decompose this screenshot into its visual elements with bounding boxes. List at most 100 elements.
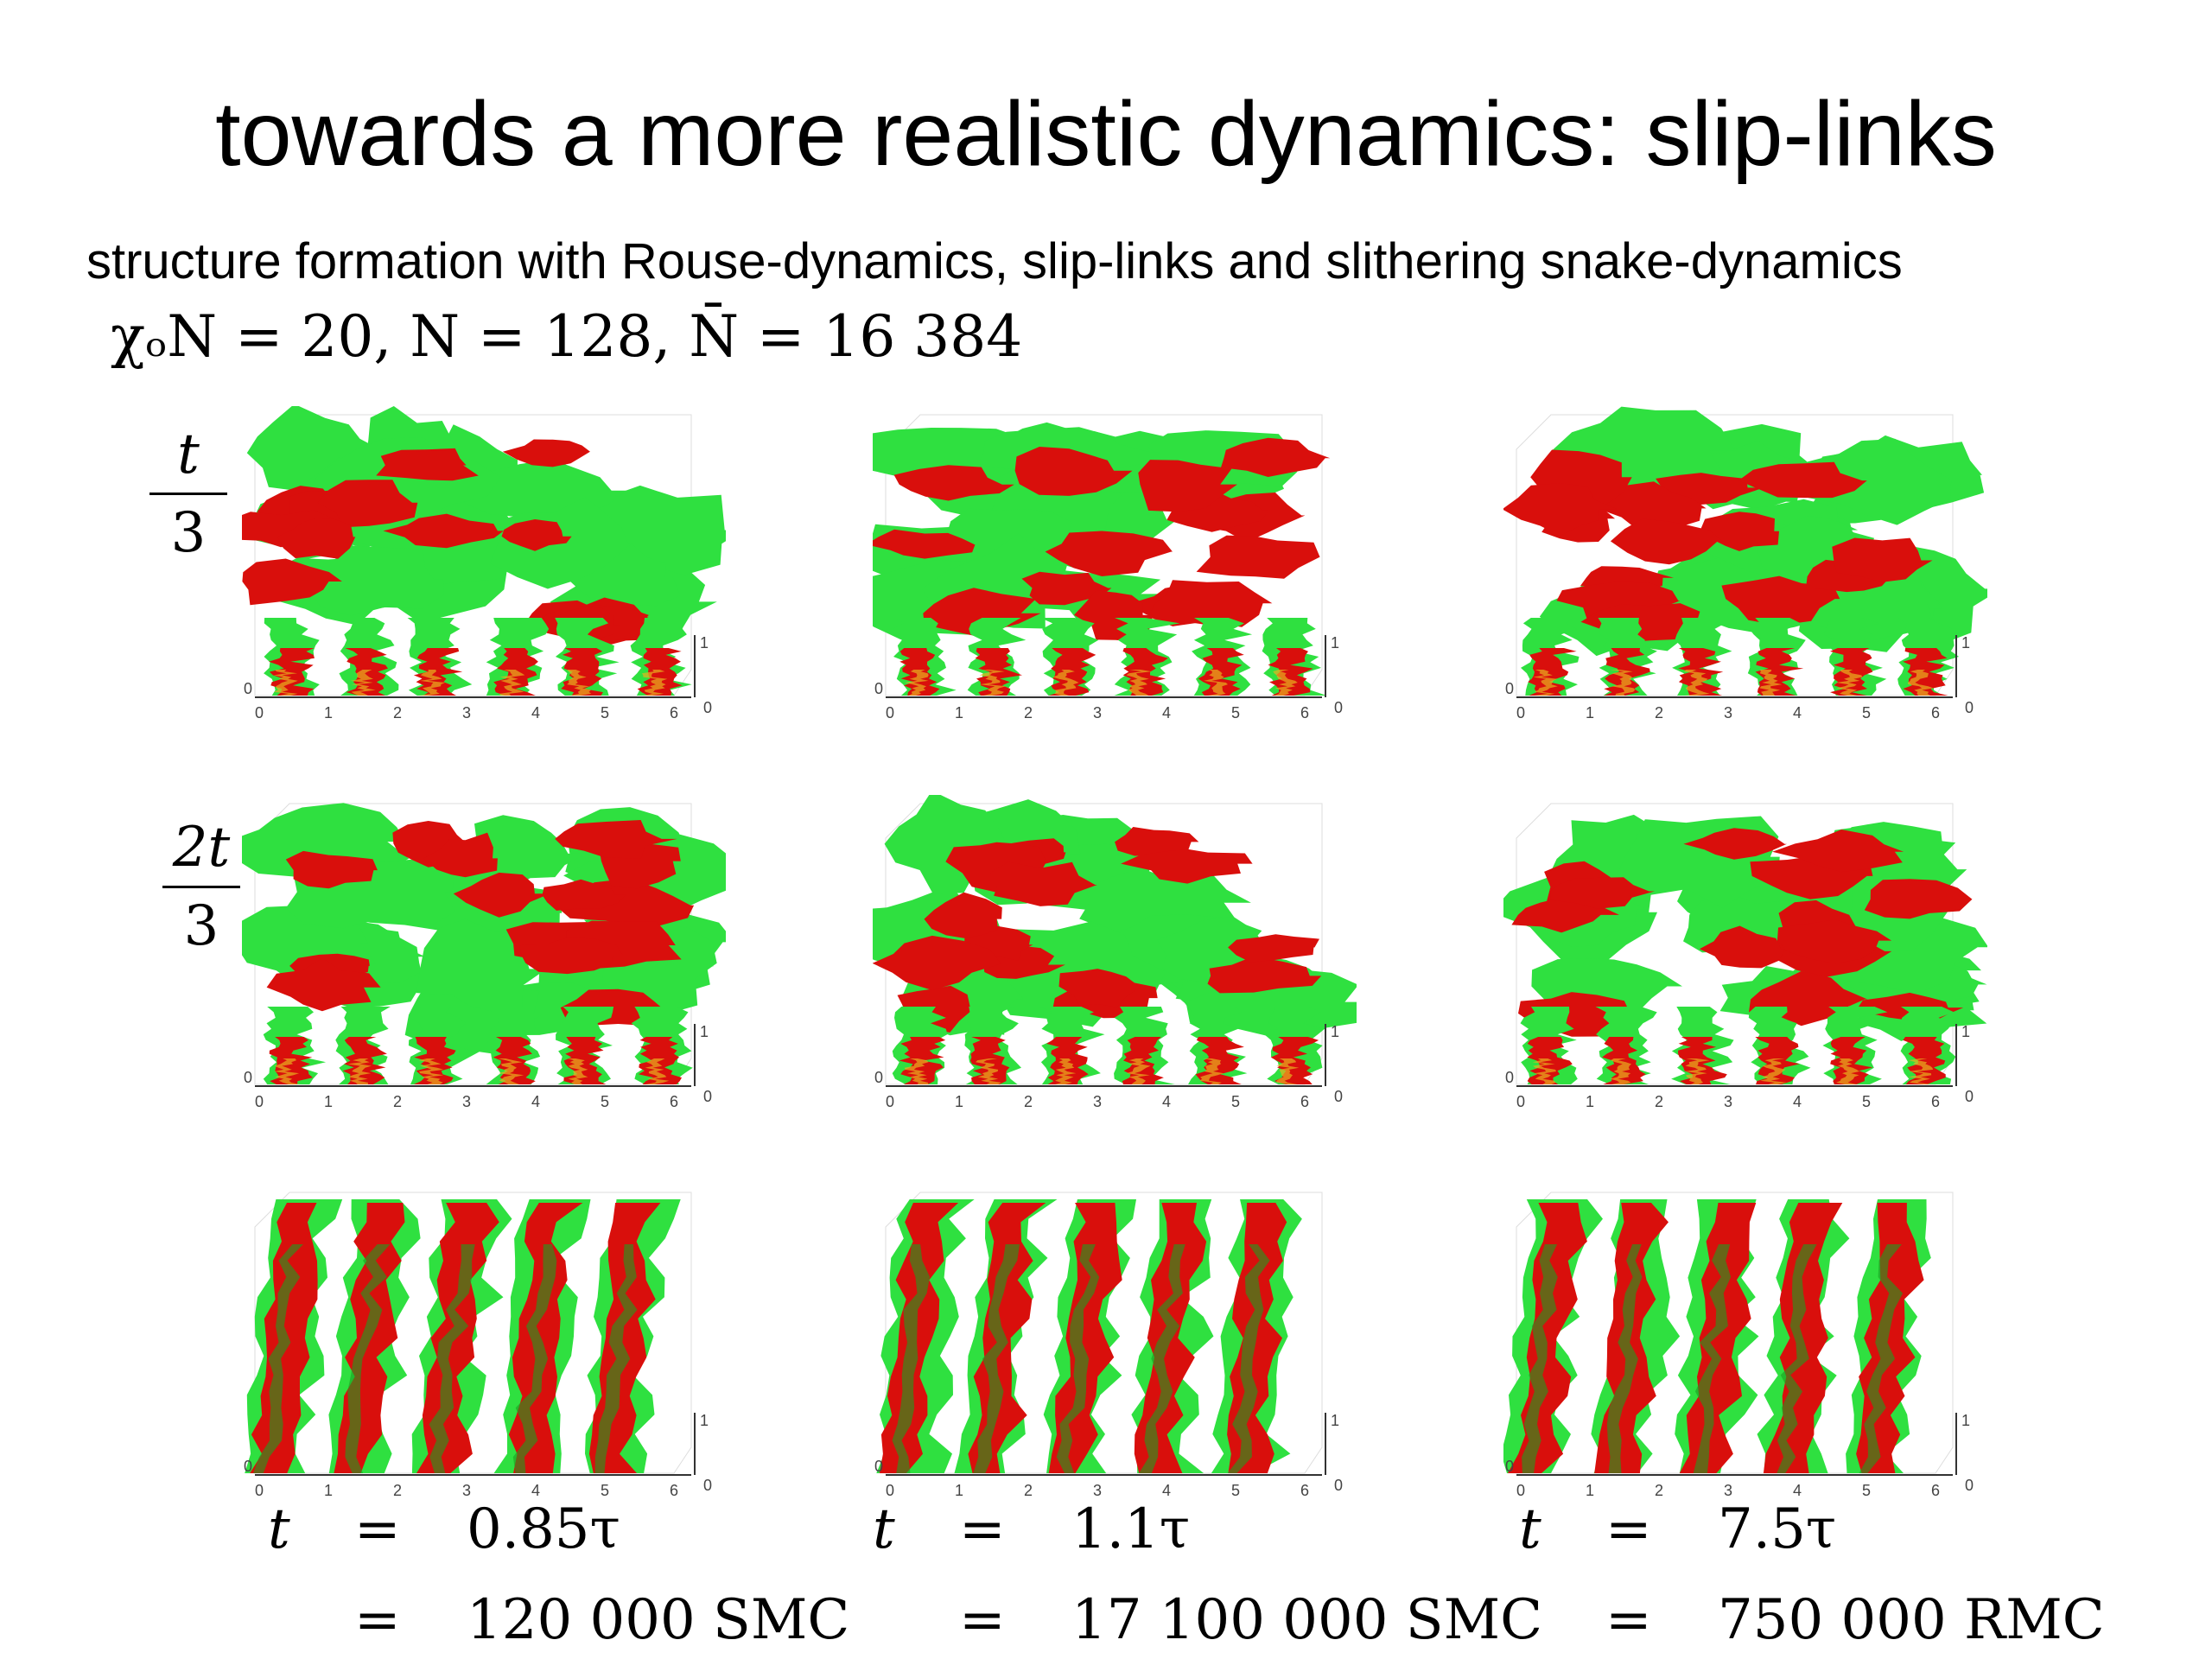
phase-column-red <box>1602 1037 1646 1084</box>
phase-domain-red <box>555 820 677 859</box>
slide-subtitle: structure formation with Rouse-dynamics,… <box>86 233 1903 289</box>
y-tick-label: 0 <box>1334 1477 1343 1494</box>
x-tick-label: 4 <box>531 1093 540 1110</box>
phase-column-transition <box>418 1058 444 1084</box>
phase-stripe-red <box>879 1203 959 1473</box>
x-tick-label: 0 <box>886 1482 894 1499</box>
morphology-snapshot-r1-c1: 0 1 2 3 4 5 6 0 1 0 <box>242 406 726 734</box>
phase-domain-red <box>1610 518 1723 565</box>
time-value: 0.85τ <box>467 1497 620 1561</box>
x-tick-label: 0 <box>255 1093 264 1110</box>
snapshot-render: 0 1 2 3 4 5 6 0 1 0 <box>1503 406 1987 721</box>
fraction-bar <box>149 493 227 495</box>
phase-domain-red <box>1138 460 1237 512</box>
equals-sign: = <box>354 1497 401 1561</box>
x-tick-label: 2 <box>1655 1093 1663 1110</box>
x-tick-label: 6 <box>1931 1482 1940 1499</box>
x-tick-label: 2 <box>393 1093 402 1110</box>
x-tick-label: 2 <box>1024 704 1033 721</box>
y-tick-label: 1 <box>700 1023 709 1040</box>
phase-domain-red <box>1228 934 1319 963</box>
x-tick-label: 2 <box>1024 1482 1033 1499</box>
steps-value: 120 000 SMC <box>467 1588 850 1652</box>
y-tick-label: 0 <box>1505 680 1514 697</box>
x-tick-label: 6 <box>1931 704 1940 721</box>
y-tick-label: 1 <box>1961 634 1970 652</box>
phase-column-transition <box>498 1058 524 1084</box>
morphology-snapshot-r1-c2: 0 1 2 3 4 5 6 0 1 0 <box>873 406 1357 734</box>
x-tick-label: 5 <box>1862 1482 1871 1499</box>
phase-column-transition <box>419 670 445 696</box>
x-tick-label: 3 <box>462 1093 471 1110</box>
equals-sign: = <box>959 1588 1006 1652</box>
snapshot-render: 0 1 2 3 4 5 6 0 1 0 <box>873 795 1357 1110</box>
phase-domain-red <box>1115 827 1199 856</box>
x-tick-label: 5 <box>601 704 609 721</box>
phase-domain-red <box>1864 879 1973 919</box>
x-tick-label: 1 <box>1586 1093 1594 1110</box>
x-tick-label: 1 <box>324 704 333 721</box>
y-tick-label: 0 <box>244 1069 252 1086</box>
y-tick-label: 0 <box>874 1069 883 1086</box>
morphology-snapshot-r3-c2: 0 1 2 3 4 5 6 0 1 0 <box>873 1184 1357 1512</box>
phase-domain-red <box>519 938 623 975</box>
phase-column-transition <box>1126 1058 1151 1084</box>
phase-stripe-shade <box>512 1244 557 1473</box>
phase-column-red <box>413 648 463 696</box>
phase-column-transition <box>274 1058 300 1084</box>
y-tick-label: 1 <box>1331 1412 1339 1429</box>
phase-domain-red <box>989 861 1097 906</box>
x-tick-label: 3 <box>1093 1482 1102 1499</box>
y-tick-label: 0 <box>1965 1477 1974 1494</box>
x-tick-label: 3 <box>462 1482 471 1499</box>
x-tick-label: 1 <box>1586 704 1594 721</box>
x-tick-label: 5 <box>1862 704 1871 721</box>
phase-column-transition <box>1273 670 1298 696</box>
equals-sign: = <box>1605 1588 1652 1652</box>
x-tick-label: 0 <box>1516 1482 1525 1499</box>
phase-column-transition <box>350 670 376 696</box>
x-tick-label: 3 <box>1093 1093 1102 1110</box>
phase-column-transition <box>1836 1058 1859 1084</box>
phase-column-transition <box>567 670 592 696</box>
phase-column-red <box>1755 1037 1800 1084</box>
equals-sign: = <box>1605 1497 1652 1561</box>
y-tick-label: 0 <box>1505 1069 1514 1086</box>
phase-column-transition <box>1533 670 1558 696</box>
phase-domain-red <box>873 935 1003 990</box>
phase-column-red <box>1198 648 1244 696</box>
x-tick-label: 3 <box>1724 1093 1732 1110</box>
x-tick-label: 1 <box>1586 1482 1594 1499</box>
phase-column-transition <box>976 1058 1001 1084</box>
x-tick-label: 1 <box>955 1093 963 1110</box>
row-label-denominator: 3 <box>183 894 219 958</box>
phase-domain-red <box>873 529 976 559</box>
phase-column-transition <box>904 1058 929 1084</box>
phase-domain-red <box>1121 849 1253 884</box>
phase-domain-red <box>1196 535 1320 579</box>
y-tick-label: 1 <box>1331 1023 1339 1040</box>
morphology-snapshot-r3-c1: 0 1 2 3 4 5 6 0 1 0 <box>242 1184 726 1512</box>
snapshot-render: 0 1 2 3 4 5 6 0 1 0 <box>242 406 726 721</box>
phase-domain-red <box>383 513 504 549</box>
phase-column-transition <box>347 1058 372 1084</box>
x-tick-label: 0 <box>886 1093 894 1110</box>
phase-domain-red <box>423 832 498 878</box>
equals-sign: = <box>959 1497 1006 1561</box>
phase-column-transition <box>1907 670 1934 696</box>
phase-domain-green <box>884 795 1018 894</box>
x-tick-label: 0 <box>1516 704 1525 721</box>
morphology-snapshot-r3-c3: 0 1 2 3 4 5 6 0 1 0 <box>1503 1184 1987 1512</box>
phase-column-transition <box>905 670 929 696</box>
slide-title: towards a more realistic dynamics: slip-… <box>215 83 1997 185</box>
y-tick-label: 0 <box>1334 699 1343 716</box>
fraction-bar <box>162 886 240 888</box>
row-label-t-over-3: t 3 <box>141 423 236 564</box>
x-tick-label: 3 <box>1093 704 1102 721</box>
snapshot-render: 0 1 2 3 4 5 6 0 1 0 <box>1503 803 1987 1110</box>
phase-column-red <box>1678 648 1724 696</box>
y-tick-label: 0 <box>244 680 252 697</box>
phase-domain-red <box>502 439 590 467</box>
y-tick-label: 0 <box>1505 1458 1514 1475</box>
phase-domain-red <box>317 480 418 528</box>
